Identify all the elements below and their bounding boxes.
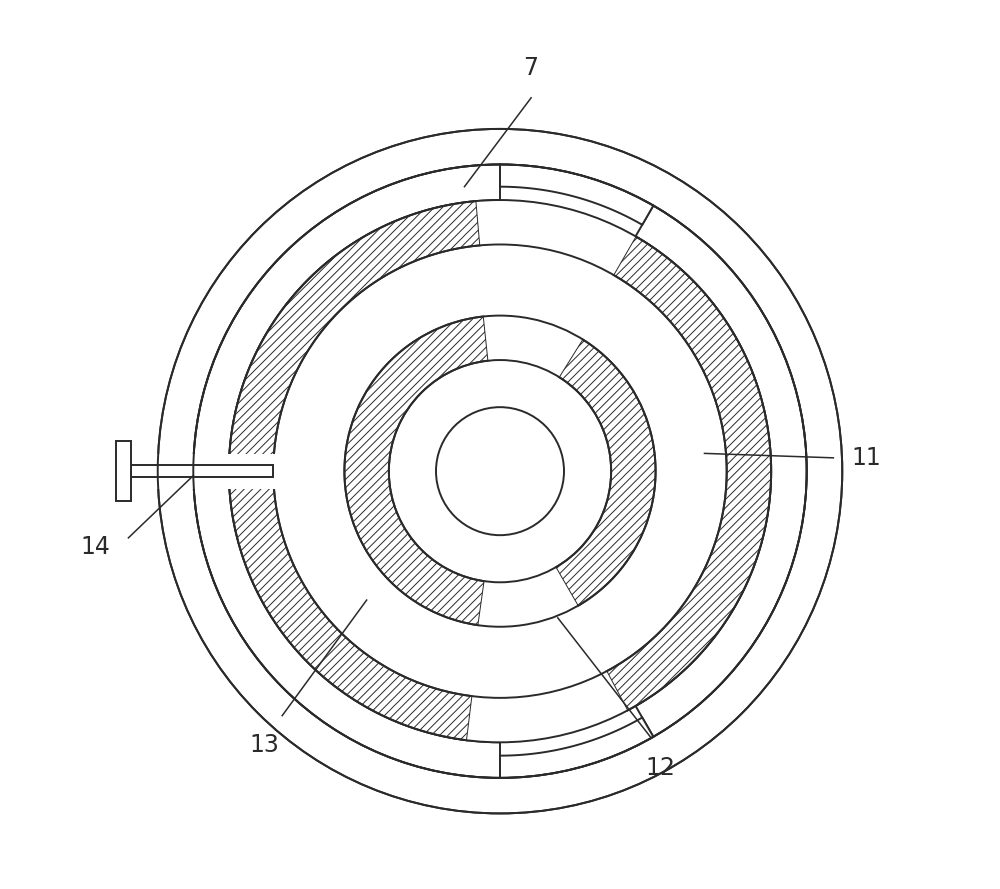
Circle shape — [436, 407, 564, 535]
Text: 12: 12 — [645, 756, 675, 780]
Polygon shape — [193, 164, 500, 778]
Polygon shape — [467, 670, 627, 742]
Text: 11: 11 — [851, 446, 881, 469]
Text: 13: 13 — [249, 733, 279, 757]
FancyBboxPatch shape — [131, 466, 273, 477]
Polygon shape — [606, 236, 771, 710]
Polygon shape — [229, 201, 480, 741]
Polygon shape — [344, 316, 488, 625]
Polygon shape — [478, 566, 578, 627]
Polygon shape — [500, 717, 653, 778]
Polygon shape — [476, 200, 636, 276]
Polygon shape — [636, 205, 807, 737]
Text: 7: 7 — [524, 56, 539, 80]
FancyBboxPatch shape — [116, 441, 131, 501]
Text: 14: 14 — [81, 535, 111, 558]
Polygon shape — [556, 340, 656, 606]
Polygon shape — [500, 164, 653, 225]
Polygon shape — [484, 316, 582, 378]
FancyBboxPatch shape — [104, 453, 278, 489]
Circle shape — [158, 129, 842, 813]
